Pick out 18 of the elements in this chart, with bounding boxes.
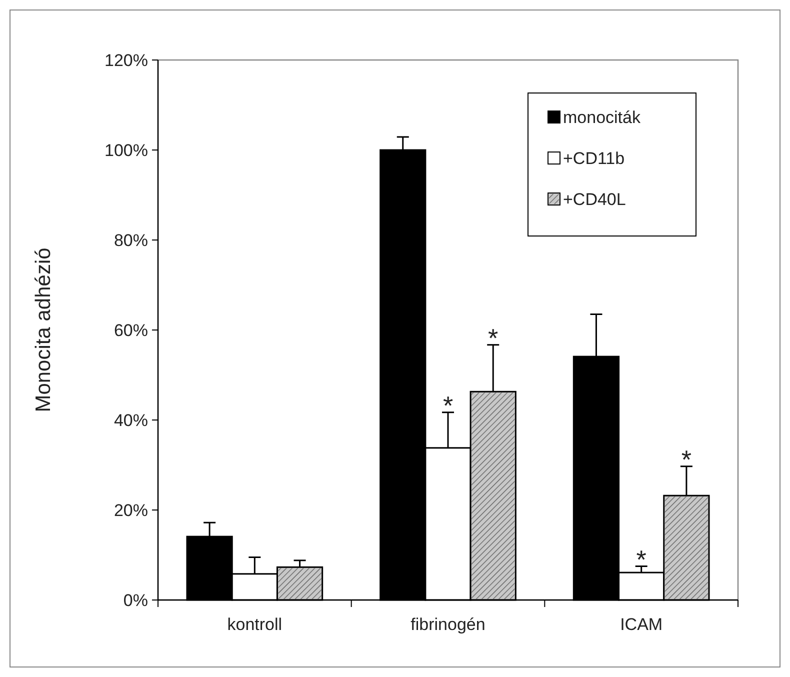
y-axis-title: Monocita adhézió xyxy=(32,248,55,412)
y-tick-label: 20% xyxy=(114,500,148,520)
annotation: * xyxy=(442,390,454,420)
y-tick-label: 60% xyxy=(114,320,148,340)
x-tick-label: fibrinogén xyxy=(410,615,486,634)
annotation: * xyxy=(636,544,646,574)
legend-label: +CD11b xyxy=(563,148,625,168)
annotation: * xyxy=(488,322,498,353)
legend-label: +CD40L xyxy=(563,190,626,209)
x-tick-label: kontroll xyxy=(227,615,282,634)
y-tick-label: 100% xyxy=(104,140,148,160)
y-tick-label: 80% xyxy=(114,230,148,250)
y-tick-label: 0% xyxy=(123,590,148,610)
y-tick-label: 40% xyxy=(114,410,148,430)
legend-label: monociták xyxy=(563,108,641,127)
y-tick-label: 120% xyxy=(104,50,148,70)
x-tick-label: ICAM xyxy=(620,615,663,634)
annotation: * xyxy=(681,444,692,474)
